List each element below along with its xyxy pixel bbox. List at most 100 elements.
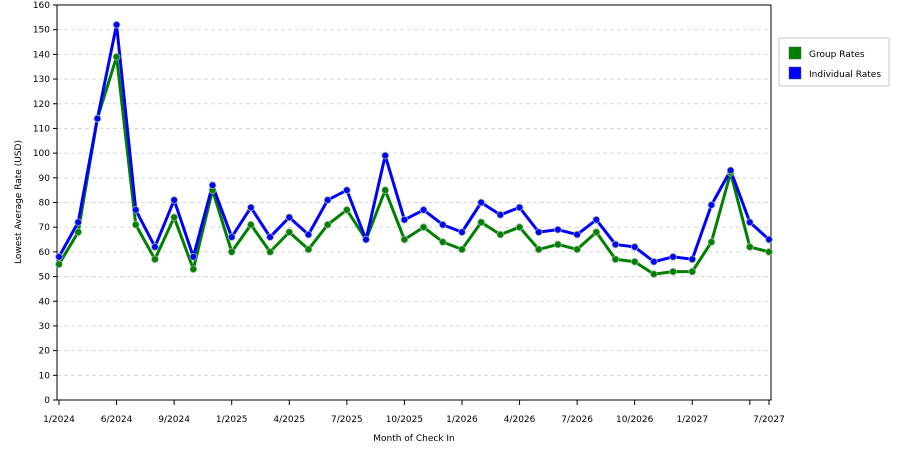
data-point-series-1 — [477, 198, 485, 207]
legend-swatch — [788, 66, 802, 80]
x-tick-label: 7/2026 — [561, 415, 593, 425]
data-point-series-1 — [496, 211, 505, 219]
data-point-series-0 — [419, 223, 428, 231]
data-point-series-0 — [227, 248, 236, 256]
data-point-series-1 — [131, 206, 140, 214]
data-point-series-1 — [765, 235, 773, 244]
x-tick-label: 1/2026 — [446, 415, 478, 425]
data-point-series-0 — [131, 220, 140, 229]
data-point-series-1 — [151, 243, 159, 251]
legend-label: Group Rates — [809, 50, 865, 60]
data-point-series-1 — [227, 233, 236, 241]
data-point-series-0 — [573, 245, 581, 254]
legend: Group Rates Individual Rates — [778, 37, 890, 87]
y-tick-label: 150 — [33, 26, 50, 36]
y-tick-label: 30 — [39, 322, 51, 332]
data-point-series-1 — [304, 230, 313, 239]
data-point-series-1 — [688, 255, 697, 264]
x-tick-label: 10/2026 — [616, 415, 654, 425]
axes: 0 10 20 30 40 50 60 70 80 90 100 110 120 130 140 150 160… — [33, 1, 785, 425]
legend-label: Individual Rates — [809, 70, 881, 80]
data-point-series-0 — [170, 213, 178, 222]
y-axis-title: Lowest Average Rate (USD) — [14, 140, 24, 264]
x-tick-label: 1/2027 — [676, 415, 708, 425]
data-point-series-1 — [650, 257, 658, 266]
data-point-series-0 — [438, 238, 447, 246]
grid-lines — [57, 4, 771, 376]
data-point-series-0 — [765, 248, 773, 256]
data-point-series-0 — [515, 223, 524, 231]
data-point-series-0 — [458, 245, 466, 254]
y-tick-label: 40 — [39, 297, 51, 307]
y-tick-label: 100 — [33, 149, 50, 159]
x-tick-label: 1/2025 — [216, 415, 248, 425]
data-point-series-0 — [343, 206, 351, 214]
data-point-series-1 — [112, 20, 121, 29]
data-point-series-1 — [93, 114, 102, 123]
y-tick-label: 130 — [33, 75, 50, 85]
y-tick-label: 80 — [39, 199, 51, 209]
data-point-series-1 — [343, 186, 351, 194]
data-point-series-1 — [630, 243, 639, 251]
data-point-series-1 — [726, 166, 735, 175]
x-tick-label: 7/2025 — [331, 415, 363, 425]
data-point-series-1 — [669, 253, 677, 261]
data-point-series-1 — [534, 228, 543, 236]
data-point-series-1 — [266, 233, 274, 241]
x-tick-label: 4/2026 — [504, 415, 536, 425]
data-point-series-0 — [669, 267, 677, 276]
data-point-series-0 — [285, 228, 294, 236]
data-point-series-0 — [400, 235, 409, 244]
data-point-series-0 — [304, 245, 313, 254]
data-point-series-1 — [74, 218, 82, 227]
data-point-series-0 — [746, 243, 754, 251]
y-tick-label: 70 — [39, 223, 51, 233]
data-point-series-1 — [362, 235, 370, 244]
data-point-series-0 — [688, 267, 697, 276]
series-lines — [55, 20, 773, 278]
data-point-series-0 — [534, 245, 543, 254]
data-point-series-1 — [707, 201, 716, 209]
x-tick-label: 10/2025 — [386, 415, 423, 425]
data-point-series-0 — [247, 220, 255, 229]
data-point-series-1 — [208, 181, 217, 190]
x-tick-label: 1/2024 — [43, 415, 75, 425]
data-point-series-0 — [189, 265, 198, 273]
data-point-series-1 — [55, 253, 63, 261]
data-point-series-1 — [189, 253, 198, 261]
data-point-series-0 — [707, 238, 716, 246]
data-point-series-1 — [592, 215, 601, 224]
data-point-series-0 — [496, 230, 505, 239]
data-point-series-0 — [74, 228, 82, 236]
x-axis-title: Month of Check In — [373, 434, 455, 444]
data-point-series-1 — [381, 151, 390, 160]
y-tick-label: 0 — [44, 396, 50, 406]
data-point-series-1 — [170, 196, 178, 204]
data-point-series-1 — [285, 213, 294, 222]
y-tick-label: 120 — [33, 100, 50, 110]
series-line-0 — [57, 55, 771, 276]
y-tick-label: 110 — [33, 124, 50, 134]
data-point-series-1 — [458, 228, 466, 236]
data-point-series-0 — [323, 220, 332, 229]
y-tick-label: 90 — [39, 174, 51, 184]
y-tick-label: 140 — [33, 50, 50, 60]
x-tick-label: 9/2024 — [158, 415, 190, 425]
legend-swatch — [788, 46, 802, 60]
series-line-1 — [57, 23, 771, 264]
y-tick-label: 160 — [33, 1, 50, 11]
data-point-series-0 — [477, 218, 485, 227]
data-point-series-1 — [515, 203, 524, 212]
x-tick-label: 7/2027 — [753, 415, 785, 425]
data-point-series-1 — [573, 230, 581, 239]
y-tick-label: 10 — [39, 371, 51, 381]
data-point-series-1 — [400, 215, 409, 224]
data-point-series-0 — [611, 255, 620, 264]
plot-frame — [56, 4, 772, 401]
x-tick-label: 6/2024 — [101, 415, 133, 425]
data-point-series-1 — [611, 240, 620, 249]
data-point-series-0 — [630, 257, 639, 266]
data-point-series-0 — [266, 248, 274, 256]
